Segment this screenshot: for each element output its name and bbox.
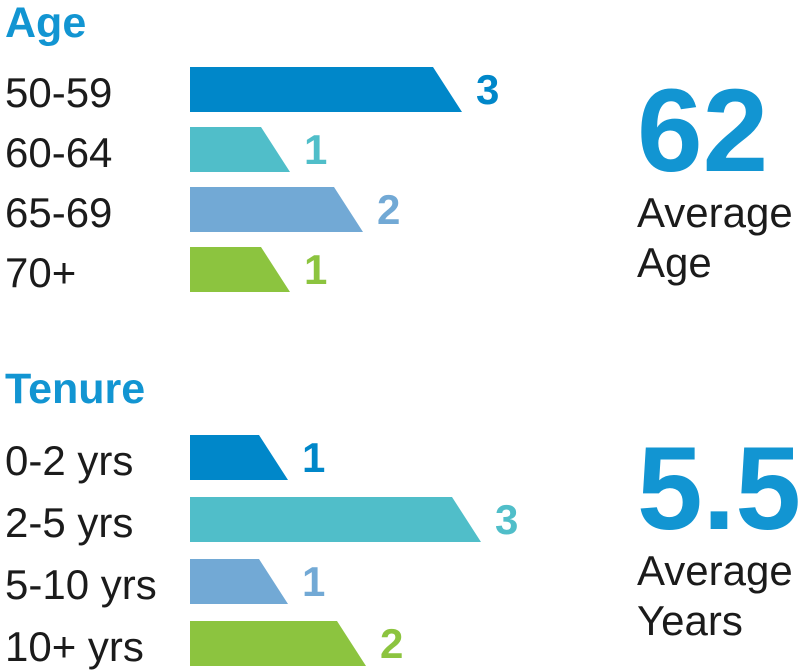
value-label: 1 — [304, 125, 328, 173]
category-label: 10+ yrs — [5, 622, 144, 670]
bar-row-10-plus-yrs: 10+ yrs 2 — [5, 619, 803, 670]
bar-row-2-5-yrs: 2-5 yrs 3 — [5, 495, 803, 546]
tenure-chart-title: Tenure — [5, 365, 146, 413]
value-label: 2 — [377, 185, 401, 233]
category-label: 0-2 yrs — [5, 436, 134, 484]
value-label: 3 — [476, 65, 500, 113]
category-label: 5-10 yrs — [5, 560, 157, 608]
bar-row-0-2-yrs: 0-2 yrs 1 — [5, 433, 803, 484]
bar-row-70-plus: 70+ 1 — [5, 245, 803, 296]
age-chart-title: Age — [5, 0, 87, 47]
category-label: 50-59 — [5, 68, 113, 116]
age-bar-chart: 50-59 3 60-64 1 65-69 2 70+ 1 — [5, 65, 803, 307]
bar-60-64 — [190, 127, 290, 172]
average-age-stat: 62 Average Age — [637, 72, 793, 288]
value-label: 1 — [304, 245, 328, 293]
average-age-label: Average Age — [637, 189, 793, 286]
bar-10-plus-yrs — [190, 621, 366, 666]
bar-50-59 — [190, 67, 462, 112]
bar-65-69 — [190, 187, 363, 232]
bar-70-plus — [190, 247, 290, 292]
bar-row-60-64: 60-64 1 — [5, 125, 803, 176]
average-years-value: 5.5 — [637, 423, 802, 555]
bar-row-65-69: 65-69 2 — [5, 185, 803, 236]
bar-row-50-59: 50-59 3 — [5, 65, 803, 116]
value-label: 1 — [302, 433, 326, 481]
average-age-value: 62 — [637, 65, 769, 197]
value-label: 2 — [380, 619, 404, 667]
average-years-stat: 5.5 Average Years — [637, 430, 801, 646]
bar-0-2-yrs — [190, 435, 288, 480]
average-years-label: Average Years — [637, 547, 793, 644]
bar-2-5-yrs — [190, 497, 481, 542]
value-label: 3 — [495, 495, 519, 543]
value-label: 1 — [302, 557, 326, 605]
category-label: 65-69 — [5, 188, 113, 236]
bar-row-5-10-yrs: 5-10 yrs 1 — [5, 557, 803, 608]
bar-5-10-yrs — [190, 559, 288, 604]
category-label: 2-5 yrs — [5, 498, 134, 546]
category-label: 60-64 — [5, 128, 113, 176]
category-label: 70+ — [5, 248, 77, 296]
tenure-bar-chart: 0-2 yrs 1 2-5 yrs 3 5-10 yrs 1 10+ yrs 2 — [5, 433, 803, 672]
